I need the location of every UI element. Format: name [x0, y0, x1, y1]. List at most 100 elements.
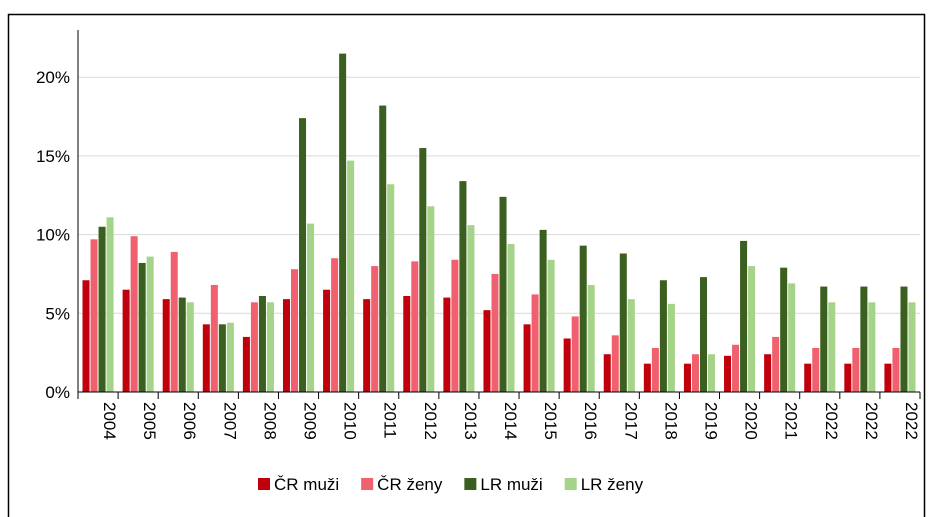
bar — [780, 267, 788, 392]
bar — [459, 181, 467, 392]
legend-swatch — [361, 478, 374, 490]
bar — [299, 118, 307, 392]
bar — [483, 310, 491, 392]
x-tick-label: 2022 — [902, 402, 921, 440]
chart-frame — [7, 13, 926, 517]
bar — [667, 303, 675, 392]
bar — [892, 347, 900, 392]
bar — [539, 229, 547, 392]
bar — [266, 302, 274, 392]
bar — [170, 251, 178, 392]
bar — [812, 347, 820, 392]
x-tick-label: 2018 — [661, 402, 680, 440]
bar — [258, 295, 266, 392]
bar — [331, 258, 339, 392]
bar — [499, 196, 507, 392]
bar — [90, 239, 98, 392]
legend-label: LR muži — [480, 475, 542, 494]
bar — [900, 286, 908, 392]
bar — [587, 284, 595, 392]
bar — [162, 299, 170, 392]
x-tick-label: 2013 — [461, 402, 480, 440]
bar — [547, 259, 555, 392]
y-tick-label: 10% — [36, 226, 70, 245]
bar — [579, 245, 587, 392]
legend-swatch — [258, 478, 270, 490]
y-tick-label: 0% — [45, 383, 70, 402]
bar — [531, 294, 539, 392]
x-tick-label: 2022 — [862, 402, 881, 440]
x-tick-label: 2009 — [301, 402, 320, 440]
bar — [724, 355, 732, 392]
x-tick-label: 2019 — [701, 402, 720, 440]
bar — [804, 363, 812, 392]
bar — [491, 273, 499, 392]
bar — [691, 354, 699, 392]
x-tick-label: 2020 — [742, 402, 761, 440]
bar — [130, 236, 138, 392]
bar — [627, 299, 635, 392]
bar — [178, 297, 186, 392]
bar — [282, 299, 291, 392]
x-tick-label: 2004 — [100, 402, 119, 440]
bar — [860, 286, 868, 392]
bar — [443, 297, 451, 392]
bar — [659, 280, 667, 392]
bar — [210, 284, 218, 392]
bar — [403, 295, 411, 392]
bar — [571, 316, 579, 392]
x-tick-label: 2014 — [501, 402, 520, 440]
bar — [740, 240, 748, 392]
bar — [820, 286, 828, 392]
bar — [884, 363, 892, 392]
bar — [411, 261, 419, 392]
bar — [707, 354, 716, 392]
x-tick-label: 2006 — [180, 402, 199, 440]
bar — [307, 223, 315, 392]
y-tick-label: 20% — [36, 68, 70, 87]
bar — [699, 277, 707, 392]
bar — [379, 105, 387, 393]
legend-swatch — [564, 478, 577, 490]
bar — [563, 338, 571, 392]
bar — [82, 280, 90, 392]
bar — [347, 160, 355, 392]
bar — [218, 324, 226, 392]
x-tick-label: 2011 — [381, 402, 400, 439]
bar — [603, 354, 611, 392]
x-tick-label: 2012 — [421, 402, 440, 440]
bar — [643, 363, 651, 392]
x-tick-label: 2022 — [822, 402, 841, 440]
x-tick-label: 2021 — [782, 402, 801, 440]
bar — [138, 262, 146, 392]
bar — [323, 289, 331, 392]
x-tick-label: 2010 — [341, 402, 360, 440]
bar — [611, 335, 619, 392]
bar — [732, 344, 740, 392]
x-tick-label: 2008 — [260, 402, 279, 440]
x-tick-label: 2005 — [140, 402, 159, 440]
bar — [106, 217, 114, 392]
x-tick-label: 2015 — [541, 402, 560, 440]
bar — [868, 302, 876, 392]
y-tick-label: 5% — [45, 304, 70, 323]
bar — [619, 253, 627, 392]
bar — [908, 302, 916, 392]
legend-label: LR ženy — [581, 475, 644, 494]
bar — [852, 347, 860, 392]
bar — [427, 206, 435, 392]
x-tick-label: 2016 — [581, 402, 600, 440]
bar — [788, 283, 796, 392]
legend-swatch — [464, 478, 477, 490]
y-tick-label: 15% — [36, 147, 70, 166]
bar — [186, 302, 194, 392]
bar — [98, 226, 106, 392]
bar — [828, 302, 836, 392]
bar — [226, 322, 234, 392]
legend-label: ČR muži — [274, 475, 339, 494]
bar — [242, 336, 250, 392]
bar — [523, 324, 531, 392]
bar — [363, 299, 371, 392]
